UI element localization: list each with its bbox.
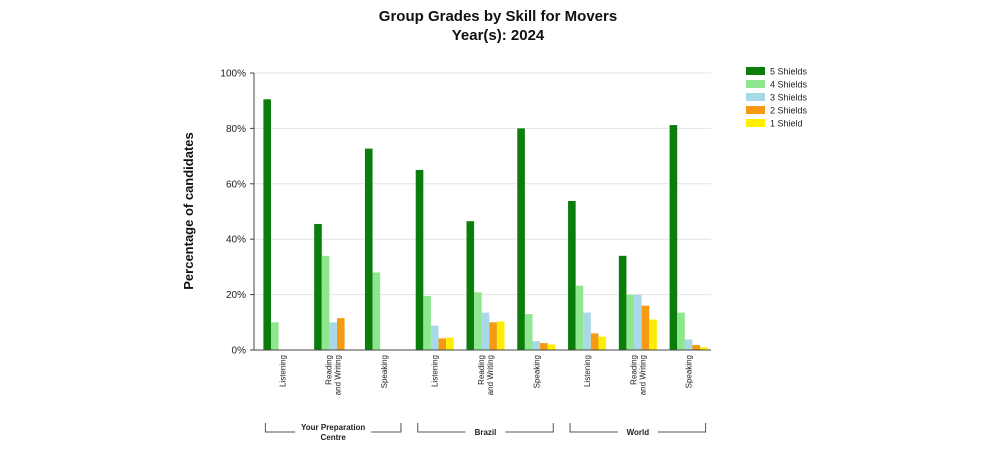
legend-label: 2 Shields: [770, 106, 808, 116]
group-label: Centre: [320, 433, 346, 442]
bar: [270, 322, 279, 350]
x-tick-label: Reading: [477, 355, 486, 385]
x-tick-label: Listening: [278, 355, 287, 387]
bar: [626, 294, 635, 350]
bar: [568, 200, 576, 350]
y-tick-label: 0%: [232, 346, 247, 357]
y-tick-label: 60%: [226, 179, 246, 190]
bar: [598, 336, 607, 350]
bar: [583, 312, 591, 350]
legend-label: 1 Shield: [770, 119, 803, 129]
legend-label: 3 Shields: [770, 93, 808, 103]
x-tick-label: Speaking: [685, 355, 694, 388]
bar: [524, 313, 533, 350]
bar: [575, 285, 584, 350]
bar: [364, 148, 373, 350]
bar: [372, 272, 381, 350]
bar: [466, 221, 475, 350]
bar: [641, 305, 650, 350]
x-tick-label: and Writing: [334, 355, 343, 395]
y-tick-label: 20%: [226, 290, 246, 301]
x-tick-label: Listening: [431, 355, 440, 387]
bar: [517, 128, 525, 350]
y-tick-label: 40%: [226, 235, 246, 246]
bar: [547, 344, 556, 350]
axes: 0% 20% 40% 60% 80% 100%: [220, 69, 711, 357]
bar: [634, 294, 642, 350]
x-tick-label: and Writing: [638, 355, 647, 395]
legend-swatch: [746, 93, 765, 101]
bar: [263, 99, 271, 350]
bar: [474, 292, 482, 350]
group-label: Brazil: [475, 428, 497, 437]
group-bracket: [264, 423, 296, 433]
bar: [423, 295, 431, 350]
chart-subtitle: Year(s): 2024: [452, 27, 545, 44]
bar: [618, 255, 627, 350]
y-tick-label: 80%: [226, 124, 246, 135]
y-axis-label: Percentage of candidates: [181, 132, 196, 290]
legend-swatch: [746, 119, 765, 127]
bars: [263, 99, 708, 350]
bar: [336, 318, 345, 350]
y-tick-label: 100%: [220, 69, 246, 80]
bar: [540, 343, 548, 350]
group-bracket: [417, 423, 466, 433]
group-label: Your Preparation: [301, 423, 365, 432]
group-bracket: [371, 423, 402, 433]
bar: [649, 319, 657, 350]
bar: [532, 341, 541, 350]
x-tick-label: Reading: [629, 355, 638, 385]
bar: [481, 312, 490, 350]
legend-swatch: [746, 67, 765, 75]
bar: [438, 338, 447, 350]
group-bracket: [505, 423, 554, 433]
group-bracket: [657, 423, 707, 433]
x-tick-label: and Writing: [486, 355, 495, 395]
group-bracket: [569, 423, 618, 433]
legend-label: 5 Shields: [770, 67, 808, 77]
group-label: World: [627, 428, 650, 437]
x-tick-labels: Listening Reading and Writing Speaking Liste…: [278, 355, 693, 395]
bar: [677, 312, 685, 350]
bar: [314, 223, 322, 350]
bar: [489, 322, 497, 350]
bar: [669, 125, 678, 350]
bar: [321, 255, 330, 350]
bar: [446, 337, 454, 350]
legend-swatch: [746, 80, 765, 88]
bar: [496, 321, 505, 350]
bar: [415, 169, 424, 350]
x-tick-label: Speaking: [532, 355, 541, 388]
bar: [590, 333, 599, 350]
legend: 5 Shields 4 Shields 3 Shields 2 Shields 1 Sh…: [746, 67, 808, 129]
legend-swatch: [746, 106, 765, 114]
x-tick-label: Speaking: [380, 355, 389, 388]
bar: [430, 325, 439, 350]
bar: [700, 347, 708, 350]
x-tick-label: Listening: [583, 355, 592, 387]
bar: [692, 345, 701, 350]
bar: [684, 339, 693, 350]
chart-title: Group Grades by Skill for Movers: [379, 8, 617, 25]
legend-label: 4 Shields: [770, 80, 808, 90]
x-tick-label: Reading: [325, 355, 334, 385]
bar: [329, 322, 337, 350]
